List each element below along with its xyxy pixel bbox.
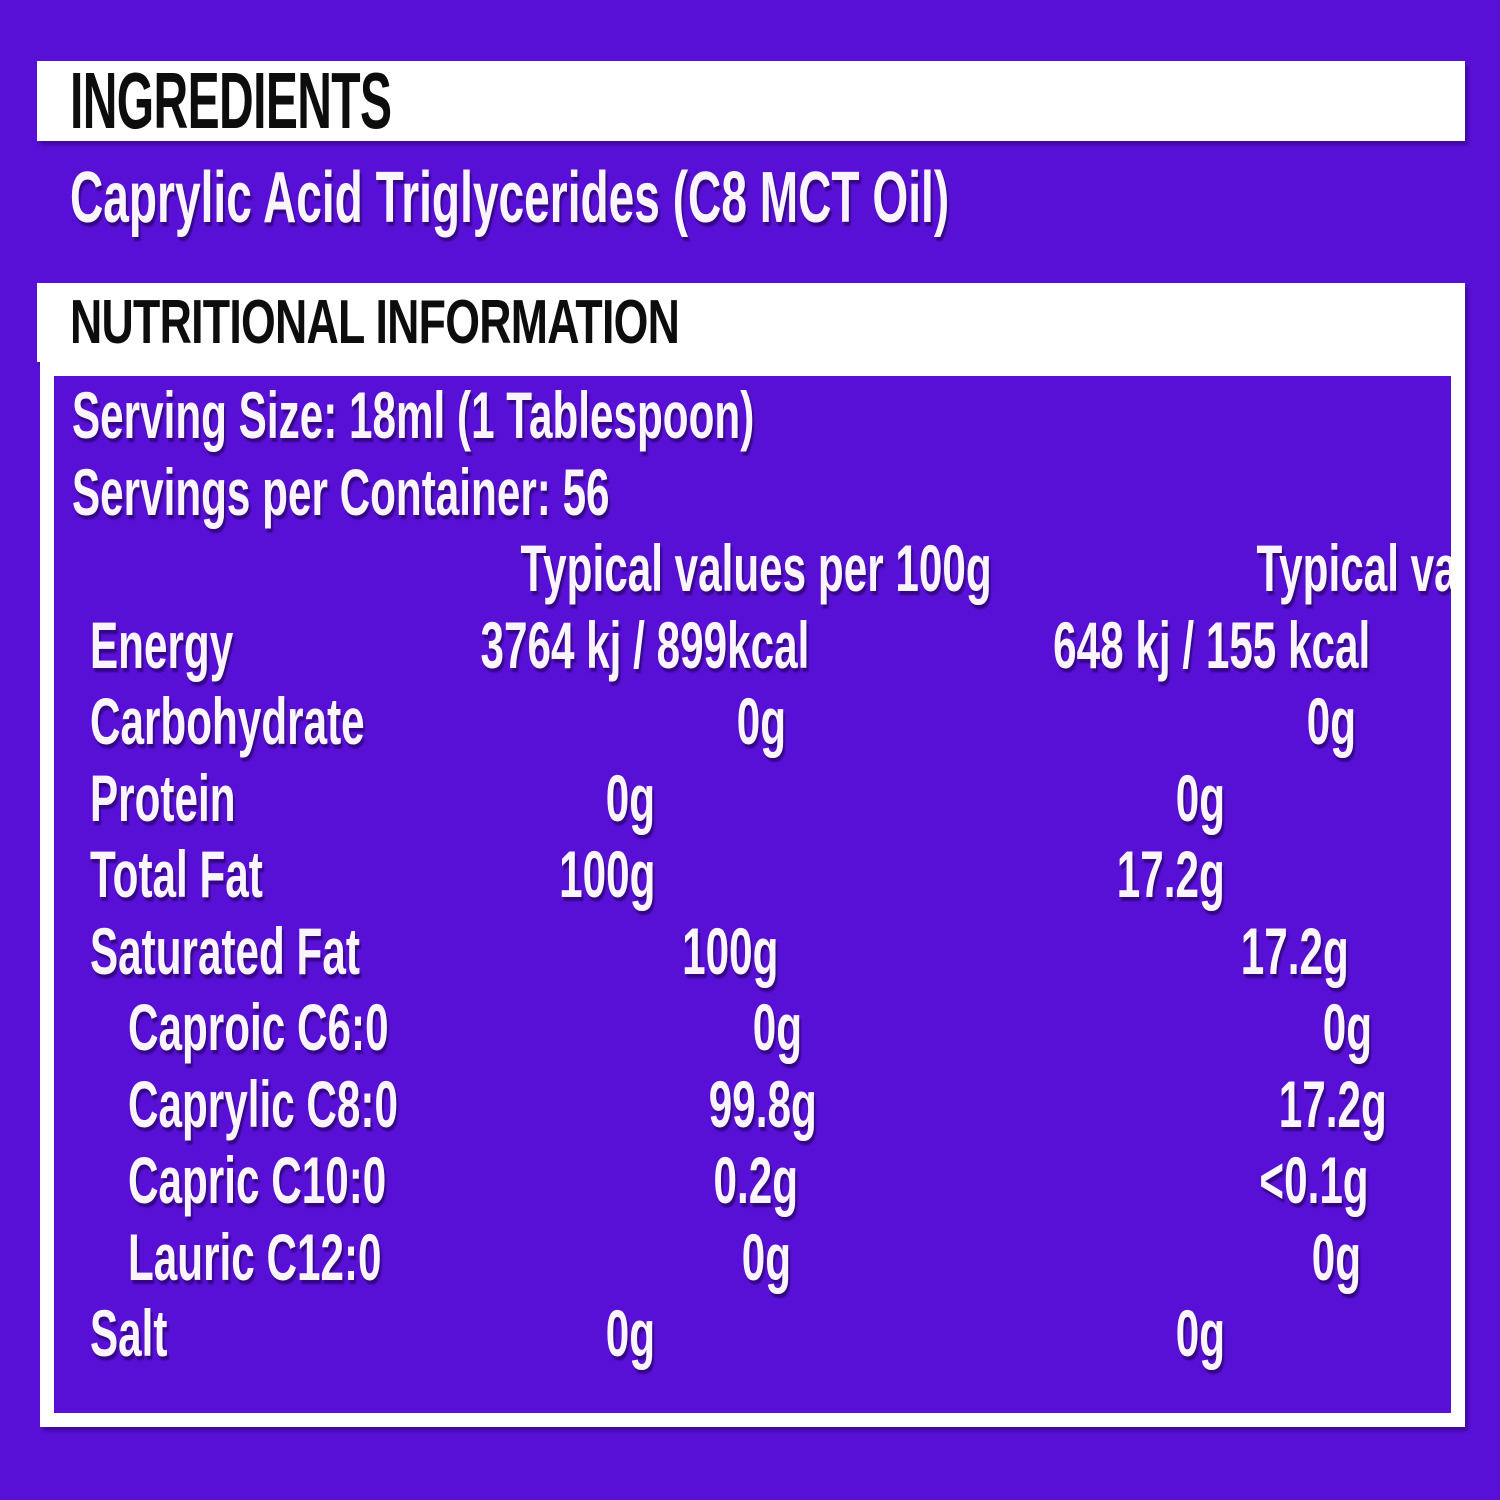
ingredients-text: Caprylic Acid Triglycerides (C8 MCT Oil): [70, 158, 950, 238]
nutrition-panel: Serving Size: 18ml (1 Tablespoon) Servin…: [40, 362, 1465, 1427]
row-label: Saturated Fat: [90, 913, 360, 988]
value-per-100g: 0.2g: [713, 1143, 799, 1218]
value-per-18ml: 17.2g: [1116, 837, 1225, 912]
nutrition-header: NUTRITIONAL INFORMATION: [70, 288, 680, 357]
value-per-100g: 99.8g: [708, 1066, 817, 1141]
column-header-per-18ml-cell: Typical values per 18ml: [1124, 530, 1465, 606]
value-per-100g: 0g: [736, 684, 787, 759]
servings-per-container-line: Servings per Container: 56: [54, 453, 1451, 530]
ingredients-line: Caprylic Acid Triglycerides (C8 MCT Oil): [70, 148, 1444, 248]
serving-size-text: Serving Size: 18ml (1 Tablespoon): [72, 377, 755, 452]
value-per-18ml: 0g: [1175, 1296, 1225, 1371]
value-per-18ml: 0g: [1322, 990, 1373, 1065]
value-per-100g: 100g: [558, 837, 655, 912]
value-per-100g: 0g: [605, 760, 655, 835]
row-label: Caproic C6:0: [128, 990, 389, 1065]
serving-size-line: Serving Size: 18ml (1 Tablespoon): [54, 376, 1451, 453]
column-header-per-100g-cell: Typical values per 100g: [388, 530, 1124, 606]
value-per-18ml: 0g: [1175, 760, 1225, 835]
nutrition-row-caprylic: Caprylic C8:0 99.8g 17.2g: [54, 1066, 1451, 1143]
ingredients-header-bar: INGREDIENTS: [37, 56, 1465, 145]
value-per-100g: 0g: [741, 1219, 792, 1294]
row-label: Salt: [90, 1296, 168, 1371]
value-per-18ml: 17.2g: [1278, 1066, 1387, 1141]
value-per-18ml: <0.1g: [1259, 1143, 1369, 1218]
nutrition-row-protein: Protein 0g 0g: [54, 760, 1451, 837]
value-per-18ml: 648 kj / 155 kcal: [1053, 607, 1371, 682]
nutrition-row-carbohydrate: Carbohydrate 0g 0g: [54, 683, 1451, 760]
row-label: Caprylic C8:0: [128, 1066, 398, 1141]
row-label: Carbohydrate: [90, 684, 365, 759]
value-per-100g: 100g: [682, 913, 779, 988]
nutrition-row-caproic: Caproic C6:0 0g 0g: [54, 989, 1451, 1066]
value-per-18ml: 0g: [1311, 1219, 1362, 1294]
row-label: Lauric C12:0: [128, 1219, 382, 1294]
row-label: Energy: [90, 607, 234, 682]
nutrition-header-bar: NUTRITIONAL INFORMATION: [37, 283, 1465, 362]
value-per-100g: 3764 kj / 899kcal: [480, 607, 810, 682]
value-per-18ml: 17.2g: [1240, 913, 1349, 988]
column-header-per-100g: Typical values per 100g: [520, 531, 992, 606]
value-per-18ml: 0g: [1306, 684, 1357, 759]
column-header-per-18ml: Typical values per 18ml: [1256, 531, 1465, 606]
nutrition-row-saturated-fat: Saturated Fat 100g 17.2g: [54, 913, 1451, 990]
row-label: Capric C10:0: [128, 1143, 387, 1218]
column-header-row: Typical values per 100g Typical values p…: [54, 530, 1451, 607]
nutrition-row-capric: Capric C10:0 0.2g <0.1g: [54, 1142, 1451, 1219]
row-label: Total Fat: [90, 837, 263, 912]
row-label: Protein: [90, 760, 236, 835]
nutrition-row-lauric: Lauric C12:0 0g 0g: [54, 1219, 1451, 1296]
ingredients-header: INGREDIENTS: [70, 56, 392, 145]
nutrition-row-total-fat: Total Fat 100g 17.2g: [54, 836, 1451, 913]
servings-per-container-text: Servings per Container: 56: [72, 454, 610, 529]
nutrition-row-energy: Energy 3764 kj / 899kcal 648 kj / 155 kc…: [54, 607, 1451, 684]
value-per-100g: 0g: [752, 990, 803, 1065]
value-per-100g: 0g: [605, 1296, 655, 1371]
nutrition-row-salt: Salt 0g 0g: [54, 1295, 1451, 1372]
